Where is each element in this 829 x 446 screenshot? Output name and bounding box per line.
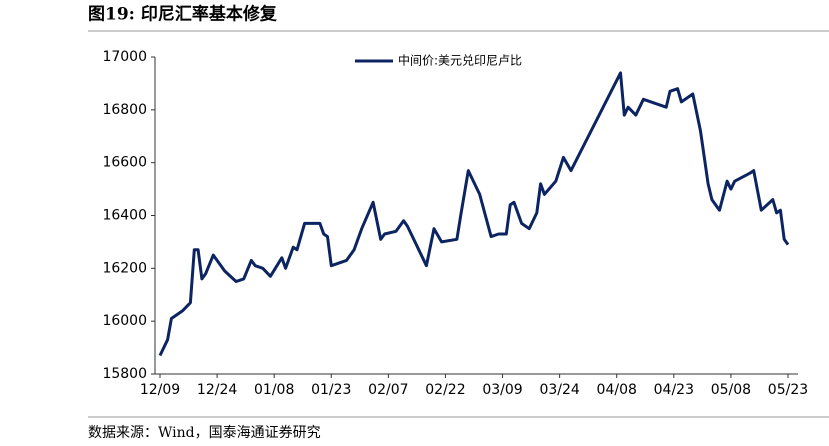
legend-label: 中间价:美元兑印尼卢比 [398,53,522,68]
y-tick-label: 15800 [102,366,147,382]
x-tick-label: 04/08 [597,382,637,398]
x-tick-label: 01/08 [254,382,294,398]
x-tick-label: 03/09 [482,382,522,398]
x-tick-label: 05/23 [768,382,808,398]
x-tick-label: 01/23 [311,382,351,398]
x-tick-label: 02/22 [425,382,465,398]
x-tick-label: 04/23 [654,382,694,398]
x-tick-label: 03/24 [539,382,579,398]
x-tick-label: 05/08 [711,382,751,398]
x-tick-label: 12/24 [197,382,237,398]
chart-title: 图19: 印尼汇率基本修复 [88,4,278,25]
x-tick-label: 12/09 [140,382,180,398]
source: 数据来源：Wind，国泰海通证券研究 [88,425,321,441]
x-tick-label: 02/07 [368,382,408,398]
y-tick-label: 16200 [102,260,147,276]
line [158,71,790,357]
y-tick-label: 16000 [102,313,147,329]
y-tick-label: 16600 [102,155,147,171]
y-tick-label: 17000 [102,49,147,65]
y-tick-label: 16800 [102,102,147,118]
y-tick-label: 16400 [102,208,147,224]
